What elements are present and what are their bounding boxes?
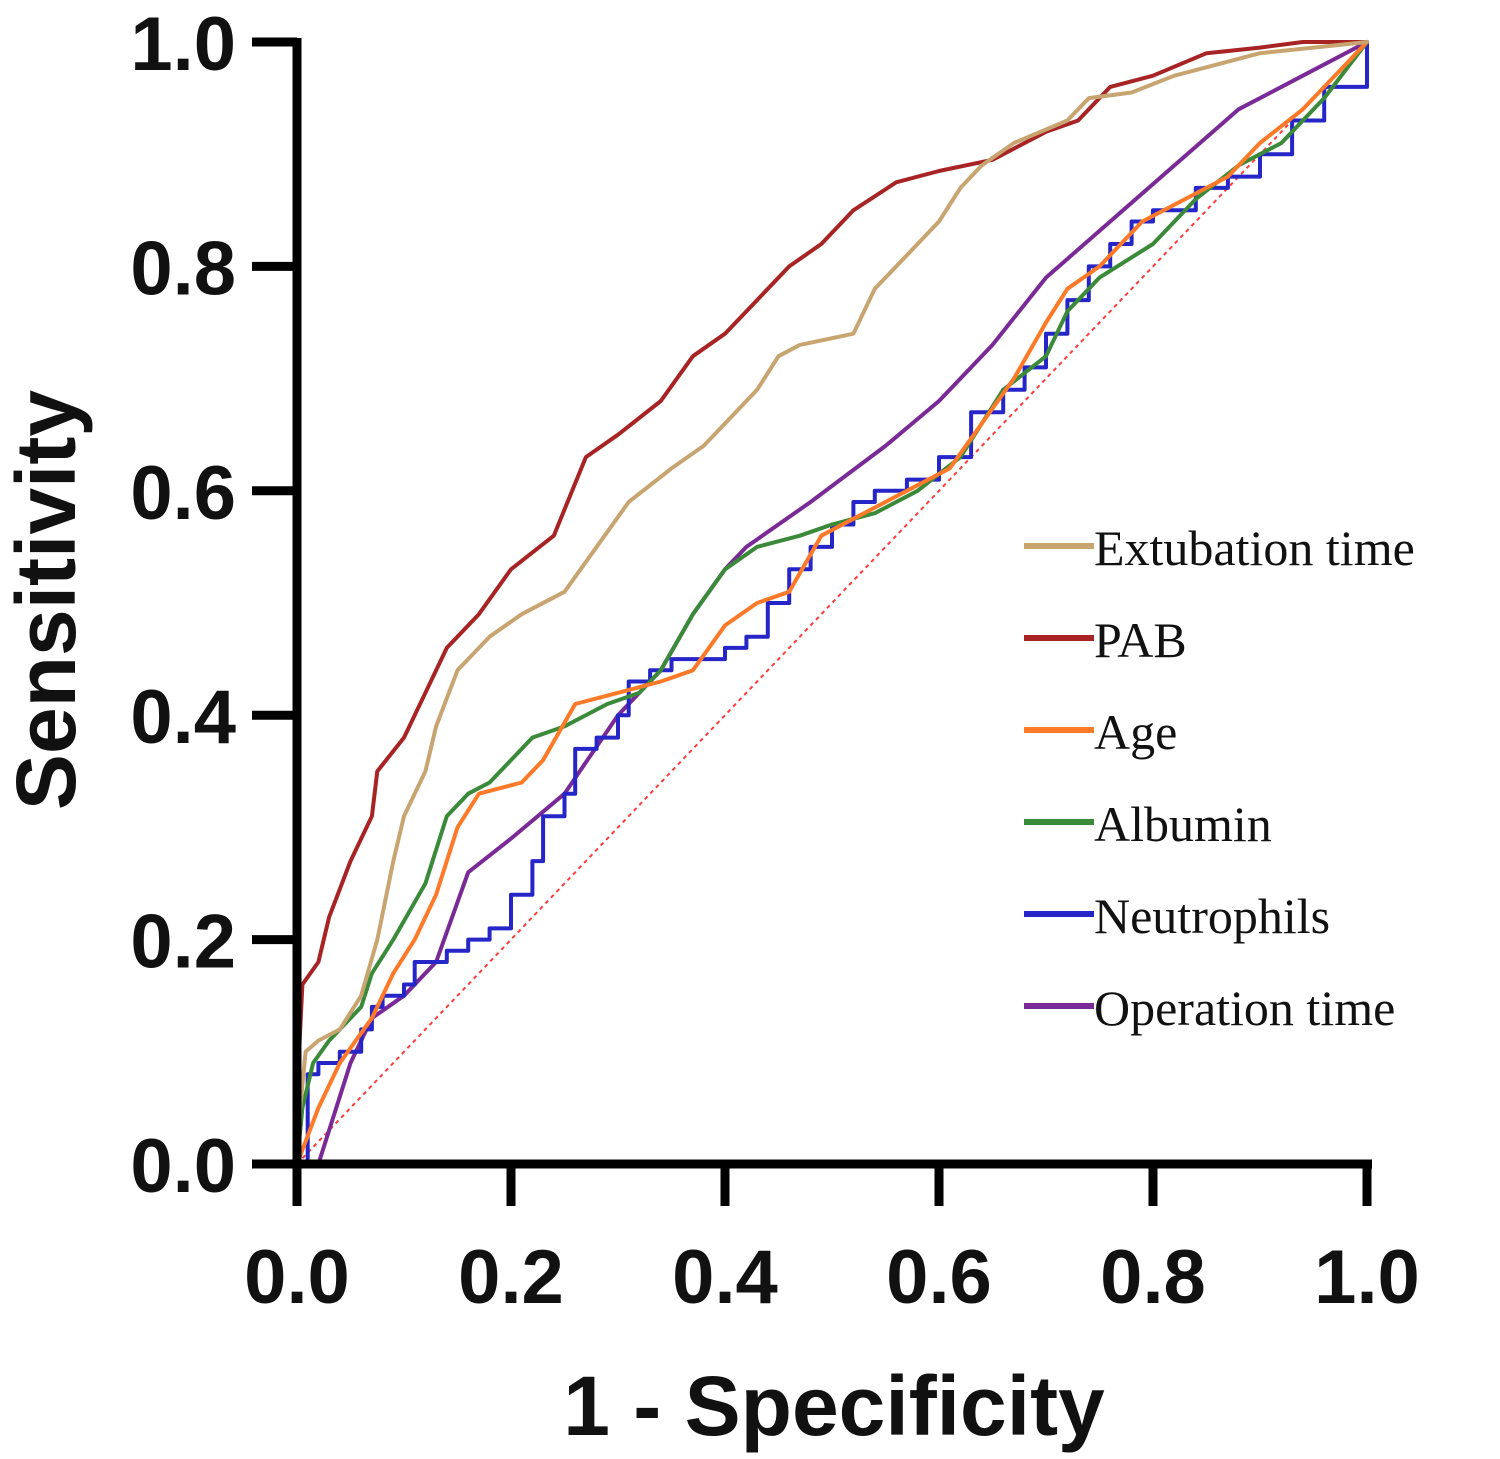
y-axis-title: Sensitivity — [0, 390, 93, 810]
x-tick-label: 1.0 — [1314, 1235, 1420, 1320]
x-tick-label: 0.2 — [458, 1235, 564, 1320]
legend-item-age: Age — [1024, 704, 1177, 760]
series-line-neutrophils — [295, 40, 1369, 1166]
legend-item-operation-time: Operation time — [1024, 980, 1395, 1036]
legend-item-albumin: Albumin — [1024, 796, 1272, 852]
legend-label: Operation time — [1094, 980, 1395, 1036]
x-tick-label: 0.4 — [672, 1235, 778, 1320]
y-tick-label: 1.0 — [130, 2, 236, 87]
legend-label: Albumin — [1094, 796, 1272, 852]
y-tick-label: 0.2 — [130, 900, 236, 985]
legend-label: Age — [1094, 704, 1177, 760]
legend-item-extubation-time: Extubation time — [1024, 520, 1415, 576]
series-line-pab — [295, 40, 1369, 1166]
legend-item-pab: PAB — [1024, 612, 1187, 668]
series-line-albumin — [295, 40, 1369, 1166]
y-tick-label: 0.6 — [130, 451, 236, 536]
x-tick-label: 0.0 — [244, 1235, 350, 1320]
x-tick-label: 0.6 — [886, 1235, 992, 1320]
y-tick-label: 0.8 — [130, 226, 236, 311]
y-tick-label: 0.0 — [130, 1124, 236, 1209]
legend-label: Neutrophils — [1094, 888, 1330, 944]
legend-label: Extubation time — [1094, 520, 1415, 576]
ticks: 0.0 0.2 0.4 0.6 0.8 1.0 0.0 0.2 0.4 0.6 0.8 1.0 — [130, 2, 1419, 1320]
axes — [292, 38, 1372, 1169]
plot-series — [295, 40, 1369, 1166]
legend-label: PAB — [1094, 612, 1187, 668]
reference-diagonal-line — [296, 41, 1368, 1165]
x-tick-label: 0.8 — [1100, 1235, 1206, 1320]
legend-item-neutrophils: Neutrophils — [1024, 888, 1330, 944]
series-line-extubation-time — [295, 40, 1369, 1166]
legend: Extubation time PAB Age Albumin Neutrophils O… — [1024, 520, 1415, 1036]
x-axis-title: 1 - Specificity — [563, 1359, 1105, 1453]
series-line-age — [295, 40, 1369, 1166]
y-tick-label: 0.4 — [130, 675, 236, 760]
